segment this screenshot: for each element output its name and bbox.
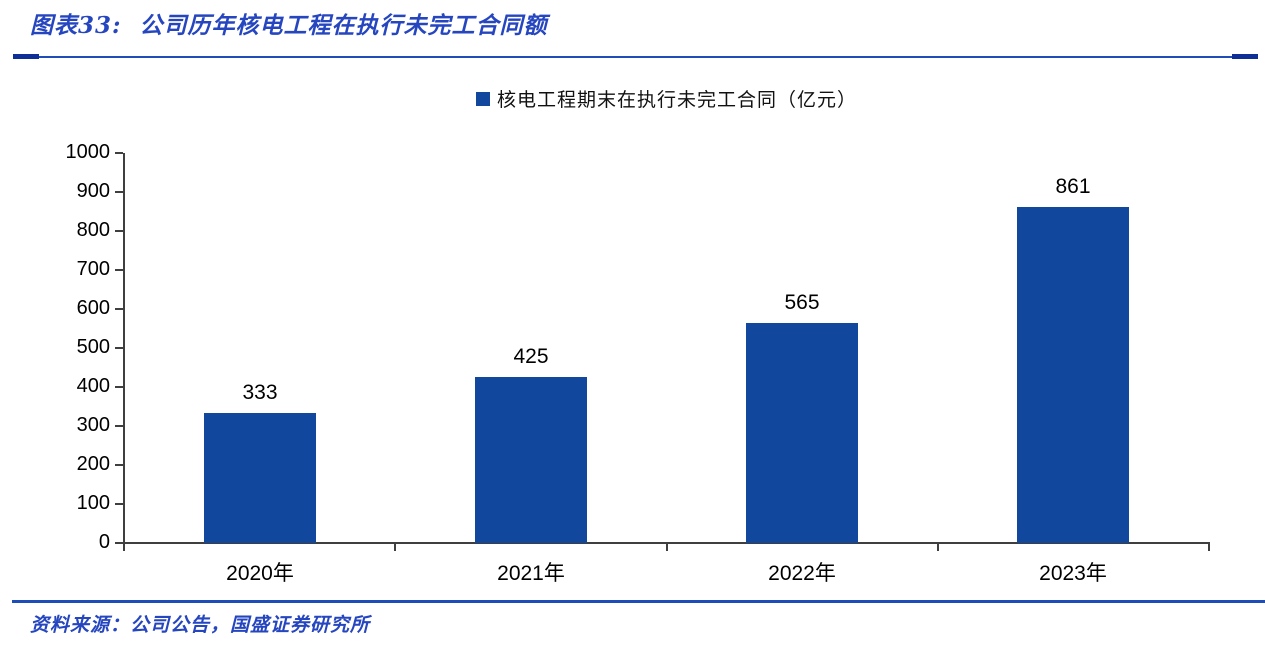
y-axis-tick-label: 600 [76,297,110,319]
x-axis-tick [394,544,397,551]
bar-value-label: 333 [242,381,278,404]
y-axis-tick-label: 800 [76,219,110,241]
bar [746,323,858,543]
x-axis-line [123,542,1210,544]
y-axis-tick [115,191,123,193]
y-axis-tick-label: 500 [76,336,110,358]
y-axis-tick [115,542,123,544]
y-axis-tick [115,425,123,427]
y-axis-tick [115,230,123,232]
title-rule-end-left [13,54,39,59]
legend-marker-swatch [475,91,490,106]
legend-label: 核电工程期末在执行未完工合同（亿元） [496,89,857,111]
bar-value-label: 861 [1055,175,1091,198]
bar [204,413,316,543]
x-axis-category-label: 2020年 [226,562,294,585]
y-axis-tick [115,386,123,388]
bar-value-label: 565 [784,291,820,314]
y-axis-tick [115,503,123,505]
x-axis-category-label: 2022年 [768,562,836,585]
footer-rule [12,600,1265,603]
y-axis-line [123,153,125,545]
title-rule-end-right [1232,54,1258,59]
y-axis-tick-label: 1000 [65,141,111,163]
x-axis-tick [1208,544,1210,551]
figure-source: 资料来源：公司公告，国盛证券研究所 [30,614,371,636]
y-axis-tick [115,308,123,310]
bar [1017,207,1129,543]
y-axis-tick [115,152,123,154]
x-axis-tick [936,544,939,551]
figure-title: 图表33: 公司历年核电工程在执行未完工合同额 [30,12,548,39]
y-axis-tick [115,269,123,271]
x-axis-category-label: 2021年 [497,562,565,585]
y-axis-tick-label: 0 [98,531,110,553]
y-axis-tick [115,347,123,349]
x-axis-tick [665,544,668,551]
bar-value-label: 425 [513,345,549,368]
bar [475,377,587,543]
chart-legend: 核电工程期末在执行未完工合同（亿元） [124,85,1209,112]
y-axis-tick-label: 300 [76,414,110,436]
y-axis-tick-label: 900 [76,180,110,202]
y-axis-tick-label: 100 [76,492,110,514]
x-axis-category-label: 2023年 [1039,562,1107,585]
y-axis-tick-label: 200 [76,453,110,475]
y-axis-tick-label: 400 [76,375,110,397]
title-rule [13,54,1258,59]
y-axis-tick-label: 700 [76,258,110,280]
y-axis-tick [115,464,123,466]
x-axis-tick [123,544,125,551]
